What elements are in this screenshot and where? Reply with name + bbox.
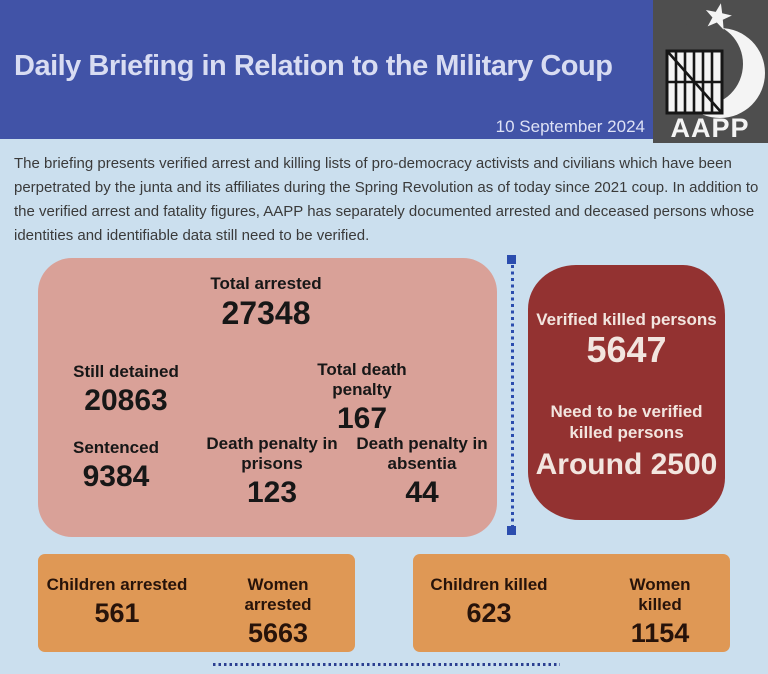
stat-women-killed: Women killed 1154 <box>625 575 695 649</box>
stat-value: 123 <box>246 476 298 509</box>
stat-label: Death penalty in prisons <box>206 434 338 473</box>
stat-label: Sentenced <box>73 438 159 457</box>
stat-value: 20863 <box>84 384 168 417</box>
stat-death-penalty-prisons: Death penalty in prisons 123 <box>206 434 338 510</box>
page-title: Daily Briefing in Relation to the Milita… <box>14 50 613 82</box>
stat-label: Total arrested <box>210 274 322 293</box>
vertical-dotted-divider <box>511 265 514 527</box>
killed-groups-box: Children killed 623 Women killed 1154 <box>413 554 730 652</box>
stat-value: 5663 <box>247 618 309 648</box>
stat-label: Need to be verified killed persons <box>550 402 703 442</box>
stat-value: 1154 <box>630 618 690 648</box>
stat-label: Death penalty in absentia <box>356 434 488 473</box>
star-icon <box>705 3 732 30</box>
stat-label: Children arrested <box>46 575 188 594</box>
killed-stats-box: Verified killed persons 5647 Need to be … <box>528 265 725 520</box>
stat-verified-killed: Verified killed persons 5647 <box>532 309 722 370</box>
stat-label: Women arrested <box>244 575 312 614</box>
stat-value: 623 <box>466 598 512 628</box>
stat-women-arrested: Women arrested 5663 <box>240 575 317 649</box>
stat-label: Still detained <box>73 362 179 381</box>
logo-text: AAPP <box>670 113 749 143</box>
stat-label: Women killed <box>629 575 691 614</box>
intro-paragraph: The briefing presents verified arrest an… <box>14 155 759 244</box>
stat-death-penalty-absentia: Death penalty in absentia 44 <box>356 434 488 510</box>
stat-need-verified-killed: Need to be verified killed persons Aroun… <box>532 401 722 483</box>
stat-children-killed: Children killed 623 <box>430 575 547 629</box>
stat-children-arrested: Children arrested 561 <box>47 575 188 629</box>
arrested-groups-box: Children arrested 561 Women arrested 566… <box>38 554 355 652</box>
stat-value: 561 <box>94 598 140 628</box>
briefing-date: 10 September 2024 <box>495 117 645 136</box>
stat-total-death-penalty: Total death penalty 167 <box>295 360 430 436</box>
header-band: Daily Briefing in Relation to the Milita… <box>0 0 768 139</box>
stat-label: Children killed <box>430 575 548 594</box>
stat-value: 167 <box>336 402 388 435</box>
stat-still-detained: Still detained 20863 <box>73 362 179 418</box>
divider-handle-bottom <box>507 526 516 535</box>
aapp-logo-graphic: AAPP <box>653 0 768 143</box>
stat-value: Around 2500 <box>535 448 718 481</box>
stat-value: 44 <box>405 476 439 509</box>
stat-label: Verified killed persons <box>536 310 717 329</box>
arrest-stats-box: Total arrested 27348 Still detained 2086… <box>38 258 497 537</box>
stat-sentenced: Sentenced 9384 <box>73 438 159 494</box>
aapp-logo: AAPP <box>653 0 768 143</box>
stat-label: Total death penalty <box>317 360 407 399</box>
stat-total-arrested: Total arrested 27348 <box>210 274 321 330</box>
horizontal-dotted-rule <box>213 663 560 666</box>
stat-value: 5647 <box>586 329 667 370</box>
prison-gate-icon <box>665 49 724 115</box>
stat-value: 27348 <box>221 295 311 331</box>
stat-value: 9384 <box>82 460 150 493</box>
divider-handle-top <box>507 255 516 264</box>
